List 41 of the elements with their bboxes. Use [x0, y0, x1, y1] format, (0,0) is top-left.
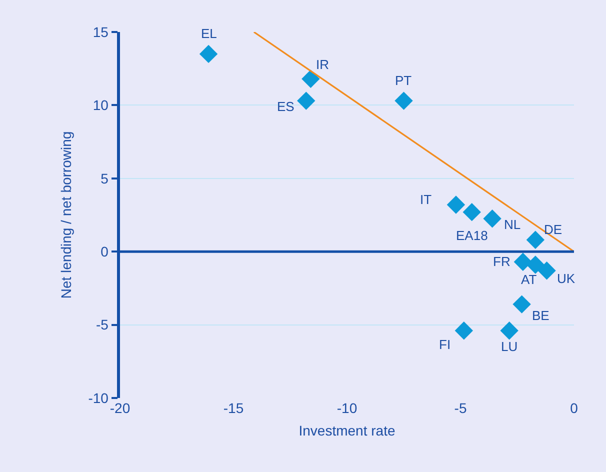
- annotation: EA18: [456, 228, 488, 243]
- y-tick-label: -10: [88, 390, 109, 406]
- x-tick-label: -20: [110, 400, 130, 416]
- annotation: PT: [395, 73, 412, 88]
- point: [526, 230, 545, 249]
- point: [483, 210, 502, 228]
- annotation: ES: [277, 99, 295, 114]
- annotation: AT: [521, 272, 537, 287]
- x-tick-label: -15: [223, 400, 244, 416]
- x-axis-title: Investment rate: [298, 422, 396, 438]
- y-tick-label: 0: [100, 244, 109, 260]
- point: [526, 256, 545, 274]
- point: [454, 322, 474, 340]
- point: [514, 252, 532, 271]
- point: [446, 196, 466, 214]
- y-tick-label: 5: [100, 170, 109, 186]
- annotation: IR: [316, 57, 329, 72]
- annotation: LU: [501, 339, 518, 354]
- y-tick-label: -5: [96, 316, 109, 333]
- annotation: IT: [420, 192, 432, 207]
- point: [538, 262, 556, 280]
- x-tick-label: -10: [336, 400, 358, 416]
- y-tick-label: 10: [92, 97, 109, 114]
- point: [512, 295, 531, 314]
- y-axis-title: Net lending / net borrowing: [58, 131, 74, 299]
- x-tick-label: -5: [454, 400, 467, 416]
- y-tick-label: 15: [92, 24, 109, 40]
- point: [500, 322, 518, 340]
- annotation: UK: [557, 271, 576, 286]
- point: [394, 92, 413, 110]
- annotation: NL: [504, 217, 521, 232]
- point: [462, 202, 481, 222]
- annotation: EL: [201, 26, 217, 41]
- annotation: FR: [493, 254, 510, 269]
- point: [302, 70, 320, 88]
- annotation: BE: [532, 308, 550, 323]
- annotation: DE: [544, 222, 562, 237]
- annotation: FI: [439, 337, 451, 352]
- x-tick-label: 0: [570, 400, 578, 416]
- point: [199, 44, 218, 64]
- point: [297, 92, 316, 110]
